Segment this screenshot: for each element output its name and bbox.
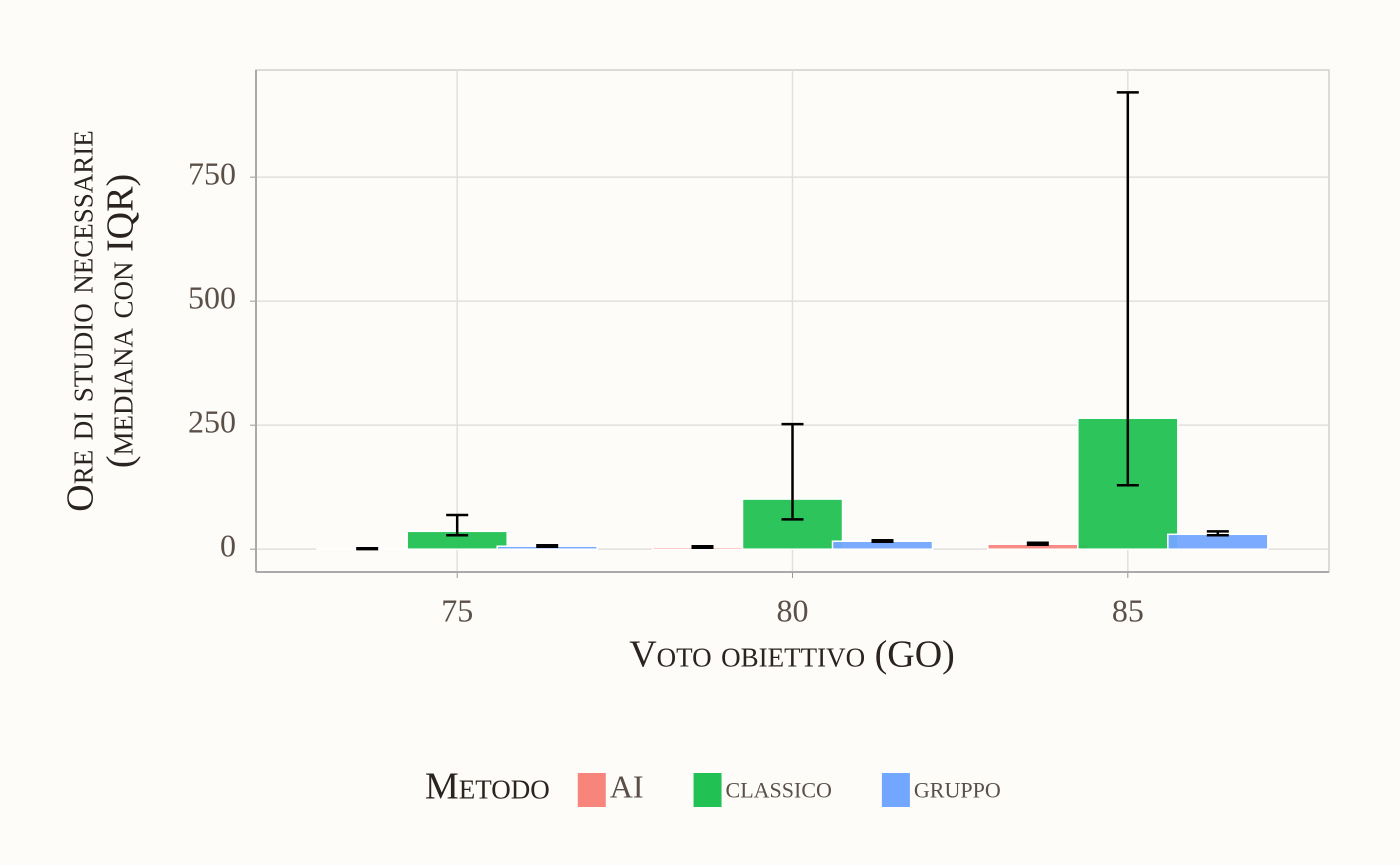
error-bar (1116, 91, 1139, 487)
error-bar (1206, 530, 1229, 537)
error-bar (691, 544, 714, 549)
x-tick-label: 75 (441, 592, 473, 628)
y-axis-title: Ore di studio necessarie (60, 130, 102, 511)
error-bar (536, 543, 559, 548)
legend: Metodo AI classico gruppo (425, 766, 1001, 808)
y-tick-label: 0 (220, 528, 236, 564)
legend-swatch (881, 773, 910, 807)
x-tick-label: 85 (1112, 592, 1144, 628)
legend-title: Metodo (425, 766, 550, 808)
error-bar (781, 422, 804, 521)
legend-label: gruppo (914, 768, 1001, 804)
error-bar (1026, 541, 1049, 546)
x-axis-title: Voto obiettivo (GO) (629, 634, 955, 676)
legend-swatch (693, 773, 722, 807)
error-bar (356, 546, 379, 551)
y-tick-label: 500 (188, 280, 236, 316)
error-bar (446, 513, 469, 537)
y-axis-title: (mediana con IQR) (100, 174, 142, 468)
legend-label: AI (610, 768, 644, 804)
legend-swatch (577, 773, 606, 807)
y-tick-label: 750 (188, 155, 236, 191)
error-bar (871, 539, 894, 543)
x-tick-label: 80 (777, 592, 809, 628)
legend-label: classico (726, 768, 832, 804)
plot-area (250, 69, 1330, 578)
y-tick-label: 250 (188, 404, 236, 440)
